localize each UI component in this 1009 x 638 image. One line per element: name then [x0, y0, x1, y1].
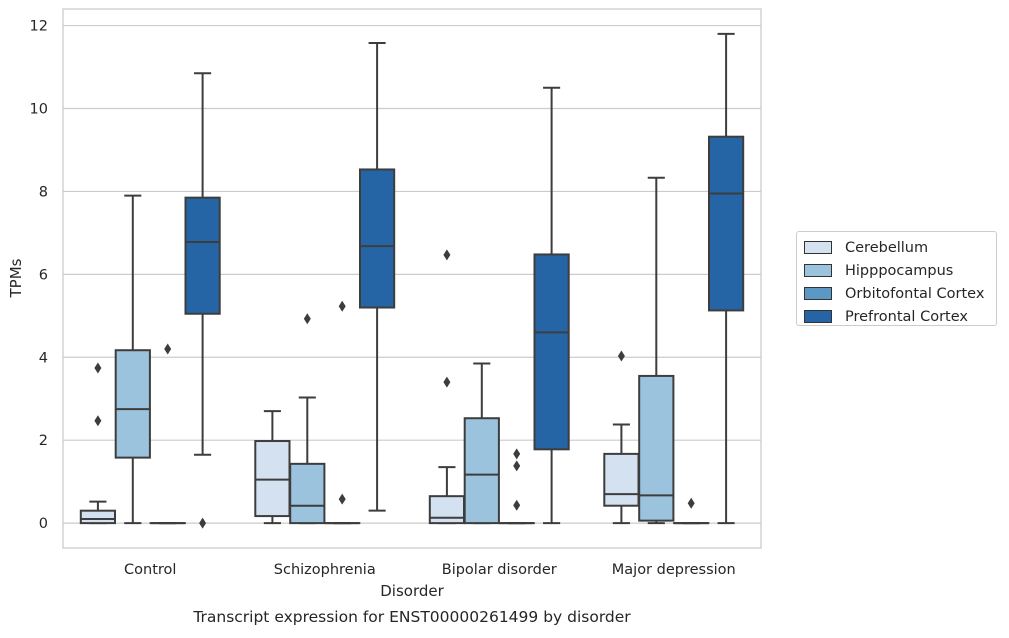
y-tick-label: 10 [30, 102, 48, 118]
x-axis-label: Disorder [380, 582, 444, 600]
y-tick-label: 6 [39, 267, 48, 283]
box [116, 350, 150, 457]
box [430, 496, 464, 523]
y-tick-label: 0 [39, 516, 48, 532]
box [360, 169, 394, 307]
legend-item-prefrontal-cortex[interactable]: Prefrontal Cortex [804, 305, 996, 328]
chart-caption: Transcript expression for ENST0000026149… [192, 608, 631, 626]
box [709, 137, 743, 311]
box [465, 418, 499, 523]
legend-swatch-cerebellum [804, 241, 832, 254]
x-tick-label: Control [124, 562, 176, 578]
legend-swatch-orbitofrontal-cortex [804, 287, 832, 300]
legend-item-orbitofrontal-cortex[interactable]: Orbitofontal Cortex [804, 282, 996, 305]
box [534, 254, 568, 449]
box [290, 464, 324, 523]
y-tick-label: 2 [39, 433, 48, 449]
legend-item-hippocampus[interactable]: Hipppocampus [804, 259, 996, 282]
x-tick-label: Schizophrenia [274, 562, 376, 578]
legend-label: Hipppocampus [845, 263, 953, 279]
y-tick-label: 8 [39, 184, 48, 200]
box [639, 376, 673, 521]
legend-swatch-hippocampus [804, 264, 832, 277]
x-tick-labels: Control Schizophrenia Bipolar disorder Majo… [124, 562, 736, 578]
box [81, 511, 115, 523]
legend-label: Prefrontal Cortex [845, 309, 968, 325]
y-axis-label: TPMs [7, 258, 25, 298]
legend: Cerebellum Hipppocampus Orbitofontal Cor… [796, 231, 997, 326]
x-tick-label: Bipolar disorder [442, 562, 557, 578]
y-tick-labels: 0 2 4 6 8 10 12 [30, 19, 48, 533]
legend-swatch-prefrontal-cortex [804, 310, 832, 323]
legend-label: Cerebellum [845, 240, 928, 256]
x-tick-label: Major depression [612, 562, 736, 578]
box [255, 441, 289, 516]
legend-item-cerebellum[interactable]: Cerebellum [804, 236, 996, 259]
box [604, 454, 638, 506]
box [185, 198, 219, 314]
legend-label: Orbitofontal Cortex [845, 286, 984, 302]
y-tick-label: 4 [39, 350, 48, 366]
y-tick-label: 12 [30, 19, 48, 35]
